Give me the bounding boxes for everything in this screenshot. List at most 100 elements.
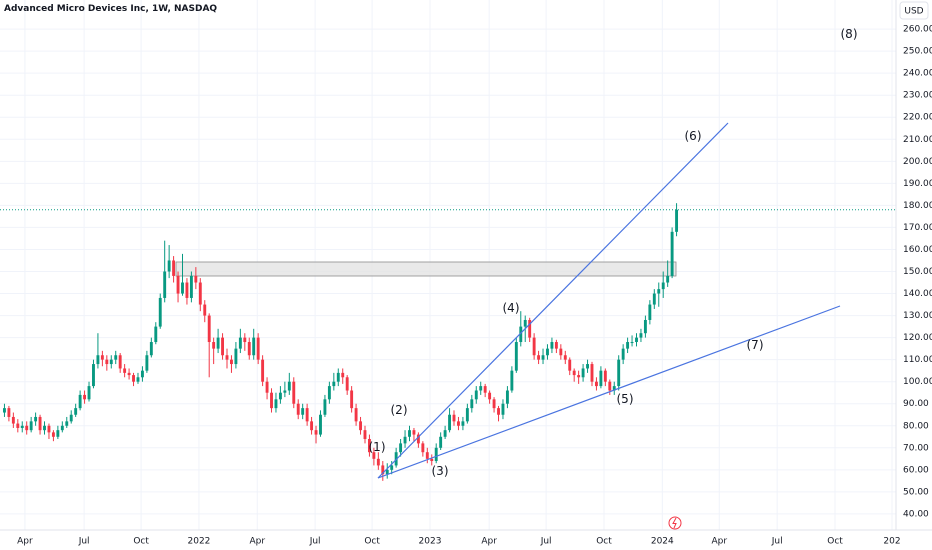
candle-body: [225, 355, 229, 360]
candle-body: [189, 275, 193, 298]
candle-body: [341, 372, 345, 378]
candle-body: [87, 386, 91, 400]
candle-body: [47, 425, 51, 433]
candle-body: [11, 416, 15, 424]
candle-body: [118, 355, 122, 369]
candle-body: [172, 260, 176, 276]
candle-body: [546, 348, 549, 356]
candle-body: [243, 337, 247, 343]
candle-body: [408, 430, 411, 437]
y-tick-label: 200.00: [903, 157, 932, 167]
candle-body: [470, 399, 474, 409]
y-tick-label: 50.00: [903, 487, 929, 497]
candle-body: [92, 364, 95, 387]
candle-body: [639, 333, 643, 338]
candle-body: [568, 359, 572, 371]
candle-body: [132, 375, 135, 382]
candle-body: [354, 408, 358, 422]
chart-title: Advanced Micro Devices Inc, 1W, NASDAQ: [4, 4, 217, 14]
wave-label: (6): [685, 129, 702, 143]
candle-body: [626, 342, 630, 349]
candle-body: [652, 293, 656, 305]
y-tick-label: 140.00: [903, 289, 932, 299]
candle-body: [145, 355, 149, 371]
x-tick-label: Jul: [309, 537, 321, 547]
x-tick-label: Oct: [596, 537, 612, 547]
candle-body: [221, 337, 224, 356]
candle-body: [247, 342, 251, 356]
candle-body: [465, 408, 469, 422]
y-tick-label: 260.00: [903, 25, 932, 35]
candle-body: [345, 377, 349, 391]
candle-body: [457, 421, 460, 426]
candle-body: [60, 425, 64, 431]
wave-label: (4): [503, 301, 520, 315]
candle-body: [43, 425, 46, 431]
candle-body: [621, 348, 625, 360]
candle-body: [181, 282, 184, 294]
candle-body: [203, 304, 207, 316]
x-tick-label: Jul: [771, 537, 783, 547]
y-tick-label: 220.00: [903, 113, 932, 123]
wave-label: (1): [369, 440, 386, 454]
x-tick-label: Apr: [712, 537, 728, 547]
lower-trend-line: [377, 305, 841, 479]
y-tick-label: 170.00: [903, 223, 932, 233]
event-icon-bolt: [672, 517, 677, 529]
x-tick-label: Oct: [827, 537, 843, 547]
candle-body: [439, 436, 443, 448]
candle-body: [20, 425, 24, 428]
x-tick-label: Jul: [540, 537, 552, 547]
candle-body: [3, 408, 6, 413]
candle-body: [385, 469, 389, 475]
y-tick-label: 180.00: [903, 201, 932, 211]
candle-body: [559, 348, 563, 356]
wave-label: (2): [391, 403, 408, 417]
candle-body: [479, 386, 483, 391]
candle-body: [572, 370, 576, 376]
candle-body: [483, 386, 487, 393]
candle-body: [675, 209, 679, 232]
y-tick-label: 70.00: [903, 443, 929, 453]
candle-body: [657, 289, 661, 294]
candle-body: [310, 421, 314, 431]
candle-body: [78, 394, 82, 409]
y-tick-label: 210.00: [903, 135, 932, 145]
candle-body: [323, 399, 327, 415]
candle-body: [505, 390, 509, 404]
candle-body: [434, 447, 438, 462]
candle-body: [163, 271, 167, 298]
candle-body: [314, 430, 318, 435]
y-tick-label: 40.00: [903, 509, 929, 519]
wave-label: (8): [841, 27, 858, 41]
candle-body: [612, 386, 616, 391]
candle-body: [492, 399, 496, 409]
x-tick-label: Apr: [249, 537, 265, 547]
y-tick-label: 80.00: [903, 421, 929, 431]
candle-body: [100, 355, 104, 360]
candle-body: [519, 326, 523, 343]
y-tick-label: 250.00: [903, 47, 932, 57]
candle-body: [550, 342, 554, 349]
candle-body: [359, 421, 362, 431]
candle-body: [69, 414, 73, 422]
candle-body: [114, 355, 118, 360]
candle-body: [29, 421, 33, 431]
candle-body: [554, 342, 558, 349]
candle-body: [635, 337, 638, 343]
candle-body: [599, 370, 603, 387]
candle-body: [234, 348, 238, 365]
candle-body: [261, 359, 265, 382]
candle-body: [510, 370, 514, 391]
candle-body: [412, 430, 416, 435]
candle-body: [532, 337, 536, 356]
candle-body: [363, 430, 367, 439]
candle-body: [670, 231, 674, 276]
candles: [0, 203, 896, 481]
candle-body: [336, 372, 340, 382]
candle-body: [666, 275, 670, 283]
x-tick-label: Oct: [133, 537, 149, 547]
currency-box[interactable]: [899, 1, 929, 20]
candle-body: [274, 399, 278, 409]
